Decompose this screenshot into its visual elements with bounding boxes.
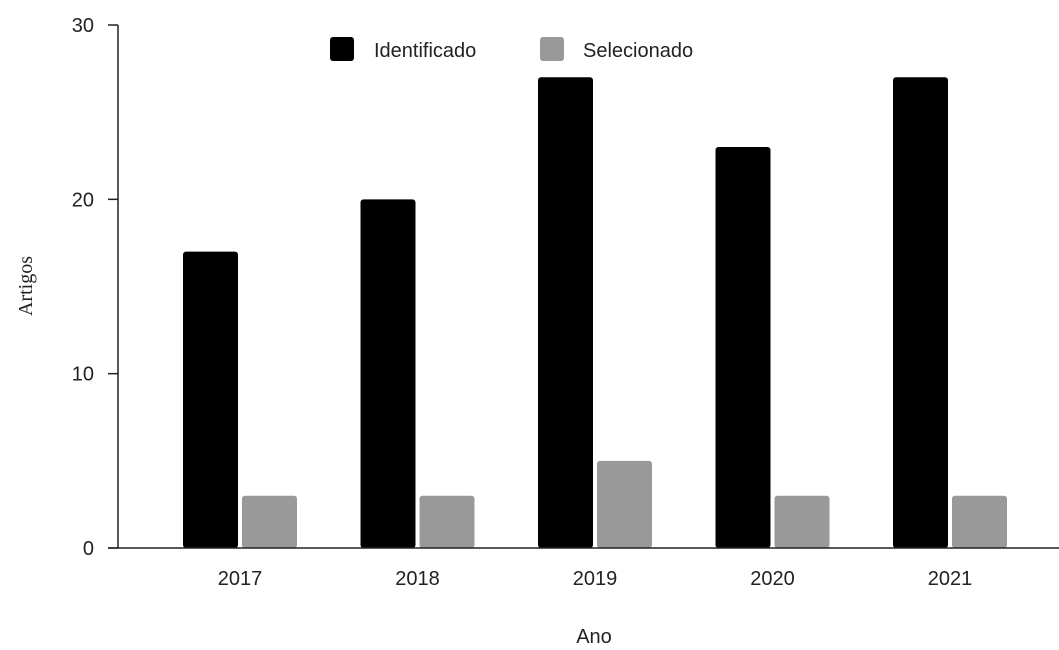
x-tick-label: 2019 <box>573 568 618 590</box>
bars-layer <box>183 77 1007 549</box>
y-tick-label: 20 <box>72 189 94 211</box>
bar-selecionado-2021 <box>952 495 1007 548</box>
axes-layer <box>108 25 1059 549</box>
y-axis-title: Artigos <box>15 256 37 316</box>
y-tick-label: 10 <box>72 364 94 386</box>
legend-label-selecionado: Selecionado <box>583 40 693 62</box>
x-tick-label: 2021 <box>928 568 973 590</box>
bar-identificado-2017 <box>183 251 238 548</box>
bar-selecionado-2017 <box>242 495 297 548</box>
bar-identificado-2020 <box>715 147 771 549</box>
legend-swatch-selecionado <box>540 37 564 61</box>
bar-identificado-2021 <box>893 77 948 549</box>
bar-identificado-2018 <box>360 199 416 549</box>
x-tick-label: 2020 <box>750 568 795 590</box>
y-tick-label: 30 <box>72 15 94 37</box>
bar-selecionado-2018 <box>419 495 475 548</box>
y-tick-label: 0 <box>83 538 94 560</box>
legend-swatch-identificado <box>330 37 354 61</box>
x-ticks: 2017 2018 2019 2020 2021 <box>218 568 973 590</box>
legend-label-identificado: Identificado <box>374 40 476 62</box>
legend: Identificado Selecionado <box>330 37 693 62</box>
bar-selecionado-2020 <box>774 495 830 548</box>
x-axis-title: Ano <box>576 626 612 648</box>
y-ticks: 0 10 20 30 <box>72 15 118 560</box>
x-tick-label: 2018 <box>395 568 440 590</box>
bar-identificado-2019 <box>538 77 593 549</box>
x-tick-label: 2017 <box>218 568 263 590</box>
bar-selecionado-2019 <box>597 460 652 548</box>
